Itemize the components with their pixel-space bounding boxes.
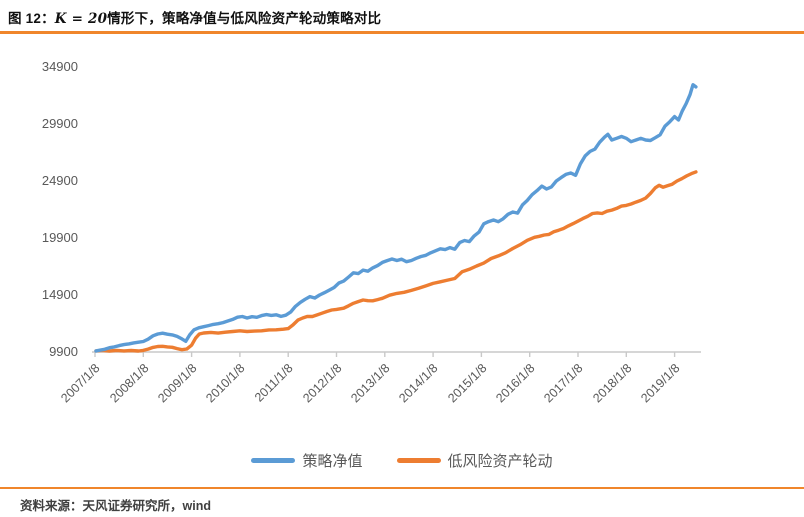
chart-area: 34900 29900 24900 19900 14900 9900 2007/1/8 20… [0, 34, 804, 484]
chart-legend: 策略净值 低风险资产轮动 [0, 447, 804, 473]
figure-title-math: K = 20 [54, 11, 108, 27]
source-note: 资料来源：天风证券研究所，wind [20, 499, 211, 513]
line-chart [92, 83, 701, 357]
figure-title-suffix: 情形下，策略净值与低风险资产轮动策略对比 [107, 11, 382, 26]
series-line-strategy [94, 83, 698, 353]
legend-item-strategy: 策略净值 [251, 450, 363, 471]
y-axis-label: 9900 [49, 344, 78, 359]
y-axis-label: 14900 [41, 287, 78, 302]
title-divider [0, 31, 804, 34]
figure-title: 图 12：K = 20情形下，策略净值与低风险资产轮动策略对比 [8, 7, 788, 27]
series-line-rotation [94, 170, 698, 353]
legend-line-swatch-orange [396, 457, 441, 463]
figure-title-prefix: 图 12： [8, 11, 55, 26]
legend-item-rotation: 低风险资产轮动 [396, 450, 553, 471]
legend-label-rotation: 低风险资产轮动 [447, 452, 553, 470]
x-axis-label: 2019/1/8 [638, 361, 683, 406]
legend-label-strategy: 策略净值 [302, 452, 363, 470]
y-axis-label: 19900 [41, 230, 78, 245]
y-axis-label: 34900 [41, 59, 78, 74]
legend-line-swatch-blue [251, 457, 296, 463]
y-axis-label: 29900 [41, 116, 78, 131]
footer-divider [0, 487, 804, 489]
y-axis-label: 24900 [41, 173, 78, 188]
